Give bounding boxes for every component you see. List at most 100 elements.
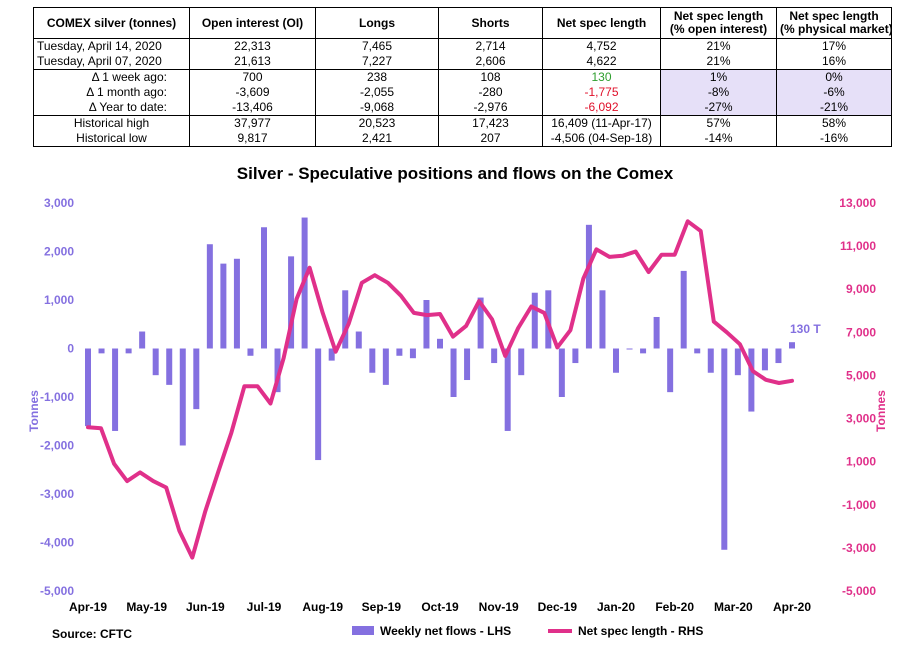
table-cell: Tuesday, April 14, 2020: [33, 38, 190, 54]
flow-bar: [694, 348, 701, 354]
flow-bar: [166, 348, 173, 385]
table-header-4: Net spec length: [542, 7, 661, 39]
flow-bar: [450, 348, 457, 397]
legend-bars-label: Weekly net flows - LHS: [380, 624, 511, 638]
left-axis-tick-label: 3,000: [44, 196, 74, 210]
table-cell: 207: [438, 131, 543, 147]
chart-legend: Weekly net flows - LHS Net spec length -…: [352, 624, 703, 638]
flow-bar: [85, 348, 91, 427]
x-axis-tick-label: Apr-20: [773, 600, 811, 614]
table-cell: -13,406: [189, 100, 316, 116]
table-body: Tuesday, April 14, 2020 22,313 7,465 2,714 4…: [33, 38, 892, 147]
flow-bar: [531, 292, 538, 349]
flow-bar: [491, 348, 498, 364]
table-cell: 16%: [776, 54, 892, 70]
left-axis-tick-label: -1,000: [40, 390, 74, 404]
table-cell: 17,423: [438, 115, 543, 131]
table-cell: 7,465: [315, 38, 439, 54]
table-header-1: Open interest (OI): [189, 7, 316, 39]
table-header-6: Net spec length (% physical market): [776, 7, 892, 39]
flow-bar: [585, 224, 592, 349]
flow-bar: [748, 348, 755, 412]
positions-table-container: COMEX silver (tonnes) Open interest (OI) L…: [33, 7, 892, 147]
table-cell: 238: [315, 69, 439, 85]
flow-bar: [233, 258, 240, 349]
flow-bar: [558, 348, 565, 397]
right-axis-tick-label: 5,000: [846, 368, 876, 382]
flow-bar: [599, 290, 606, 349]
flow-bar: [288, 256, 295, 349]
silver-positions-chart: Silver - Speculative positions and flows…: [27, 164, 888, 641]
table-cell: 22,313: [189, 38, 316, 54]
table-cell: -6%: [776, 85, 892, 100]
x-axis-tick-label: Jan-20: [597, 600, 635, 614]
flow-bar: [396, 348, 403, 356]
flow-bar: [152, 348, 159, 376]
flow-bar: [342, 290, 349, 349]
right-axis-tick-label: 9,000: [846, 282, 876, 296]
x-axis-tick-label: Feb-20: [655, 600, 694, 614]
table-cell: -2,976: [438, 100, 543, 116]
flow-bar: [139, 331, 146, 349]
flow-bar: [518, 348, 525, 376]
flow-bar: [464, 348, 471, 381]
table-cell: 4,752: [542, 38, 661, 54]
left-axis-tick-label: 0: [67, 342, 74, 356]
left-axis-tick-label: 2,000: [44, 245, 74, 259]
flow-bar: [775, 348, 782, 364]
flow-bar: [734, 348, 741, 376]
x-axis-tick-label: Aug-19: [302, 600, 343, 614]
table-cell: Δ 1 week ago:: [33, 69, 190, 85]
table-cell: Δ 1 month ago:: [33, 85, 190, 100]
flow-bar: [667, 348, 674, 393]
flow-bar: [193, 348, 200, 410]
table-cell: -16%: [776, 131, 892, 147]
table-cell: -3,609: [189, 85, 316, 100]
flow-bar: [328, 348, 335, 361]
flow-bar: [761, 348, 768, 371]
table-header-3: Shorts: [438, 7, 543, 39]
table-cell: -6,092: [542, 100, 661, 116]
table-cell: 700: [189, 69, 316, 85]
x-axis-ticks: Apr-19 May-19 Jun-19 Jul-19 Aug-19 Sep-19 Oct-…: [69, 600, 811, 614]
flow-bar: [206, 244, 213, 349]
table-row: Δ 1 month ago: -3,609 -2,055 -280 -1,775 -8% -…: [33, 85, 892, 100]
chart-title: Silver - Speculative positions and flows…: [237, 164, 674, 183]
table-cell: 58%: [776, 115, 892, 131]
table-header-0: COMEX silver (tonnes): [33, 7, 190, 39]
table-row: Δ Year to date: -13,406 -9,068 -2,976 -6,092…: [33, 100, 892, 116]
left-axis-tick-label: -4,000: [40, 536, 74, 550]
table-cell: -8%: [660, 85, 777, 100]
table-cell: 1%: [660, 69, 777, 85]
flow-bar: [437, 338, 443, 349]
table-cell: 2,714: [438, 38, 543, 54]
left-axis-label: Tonnes: [27, 390, 41, 432]
source-note: Source: CFTC: [52, 627, 132, 641]
flow-bar: [409, 348, 416, 359]
left-axis-ticks: 3,000 2,000 1,000 0 -1,000 -2,000 -3,000 -4,000…: [40, 196, 74, 598]
table-cell: 20,523: [315, 115, 439, 131]
table-cell: 2,606: [438, 54, 543, 70]
flow-bar: [680, 270, 687, 349]
flow-bar: [315, 348, 322, 461]
table-cell: 21%: [660, 38, 777, 54]
net-spec-length-line: [86, 219, 794, 560]
table-row: Historical low 9,817 2,421 207 -4,506 (04-Se…: [33, 131, 892, 147]
table-cell: -280: [438, 85, 543, 100]
right-axis-tick-label: -3,000: [842, 541, 876, 555]
left-axis-tick-label: -5,000: [40, 584, 74, 598]
flow-bar: [504, 348, 511, 431]
x-axis-tick-label: Jul-19: [247, 600, 282, 614]
right-axis-tick-label: -5,000: [842, 584, 876, 598]
right-axis-ticks: 13,000 11,000 9,000 7,000 5,000 3,000 1,000 -1,…: [839, 196, 876, 598]
flow-bar: [423, 300, 430, 349]
table-header-row: COMEX silver (tonnes) Open interest (OI) L…: [33, 7, 892, 39]
table-cell: 21%: [660, 54, 777, 70]
right-axis-tick-label: 1,000: [846, 455, 876, 469]
flow-bar: [125, 348, 132, 354]
table-cell: -4,506 (04-Sep-18): [542, 131, 661, 147]
table-cell: 37,977: [189, 115, 316, 131]
right-axis-tick-label: 7,000: [846, 325, 876, 339]
flow-bar: [98, 348, 105, 354]
left-axis-tick-label: -2,000: [40, 439, 74, 453]
